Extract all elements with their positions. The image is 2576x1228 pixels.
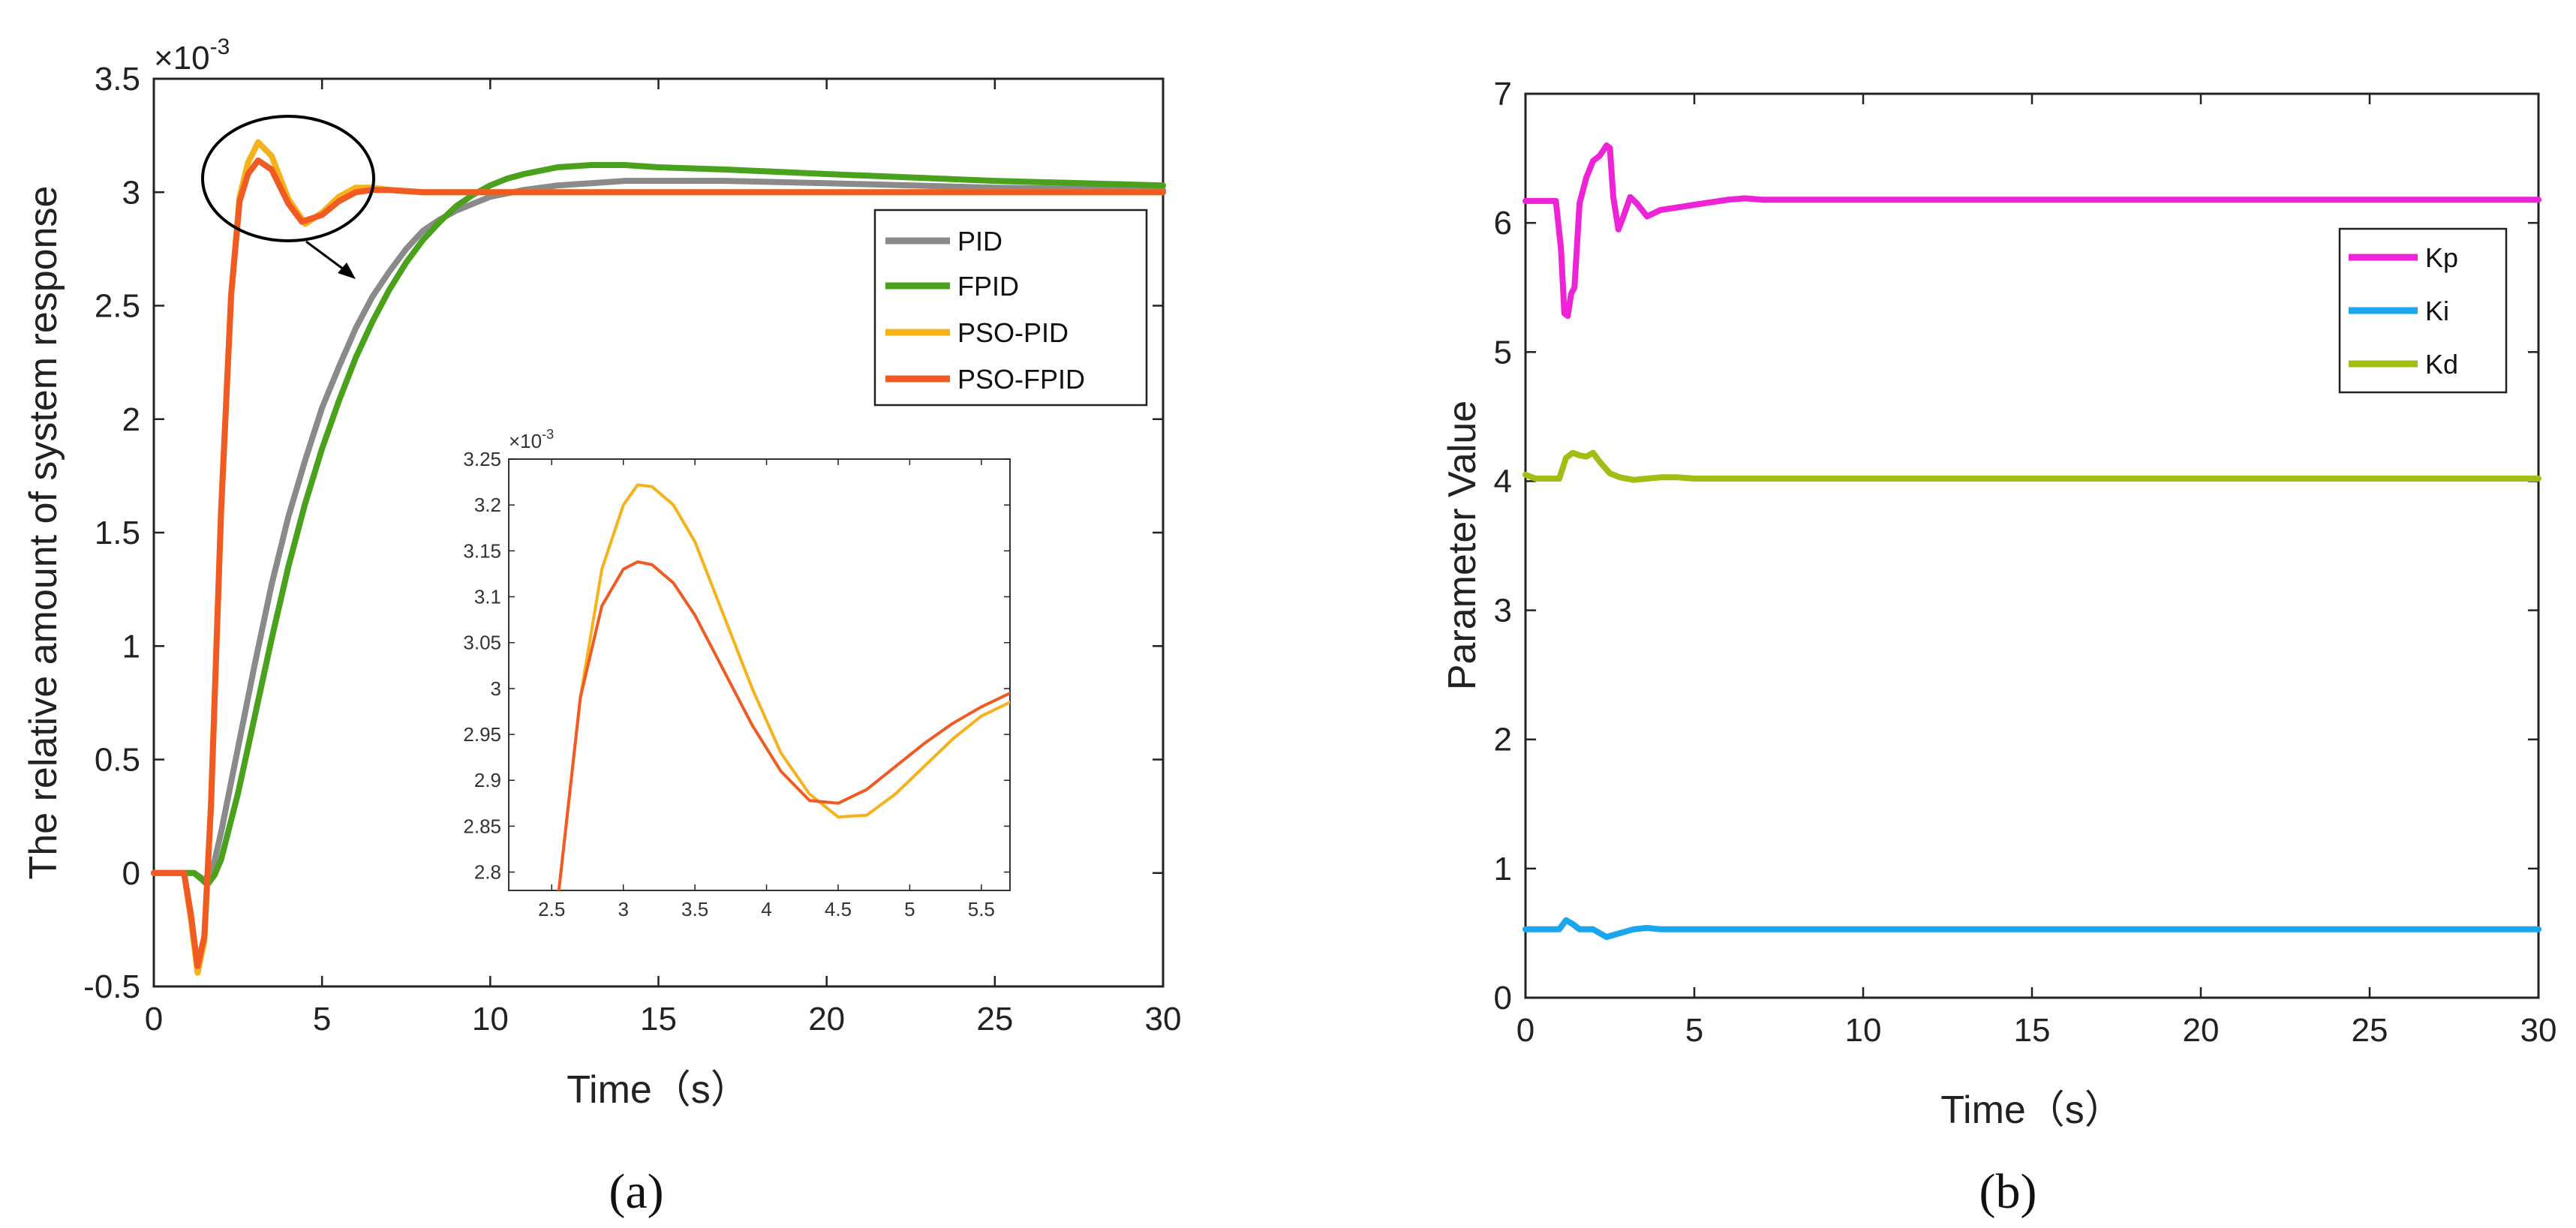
panel-b-xtick-label: 10 [1845, 1012, 1882, 1049]
legend-label-pso-pid: PSO-PID [957, 317, 1069, 348]
panel-a-ytick-label: -0.5 [83, 968, 140, 1005]
panel-a-xtick-label: 0 [145, 1001, 163, 1037]
panel-a-xtick-label: 10 [472, 1001, 509, 1037]
panel-b-ytick-label: 7 [1494, 76, 1512, 113]
panel-a-xtick-label: 5 [313, 1001, 331, 1037]
inset-xtick-label: 3 [618, 898, 628, 920]
panel-a-chart: 0 5 10 15 20 25 30-0.500.511.522.533.5 ×10-3 T… [22, 35, 1181, 1112]
panel-b-ytick-label: 5 [1494, 334, 1512, 371]
panel-b-xtick-label: 20 [2183, 1012, 2220, 1049]
panel-b-ytick-label: 2 [1494, 722, 1512, 758]
panel-a-xtick-label: 30 [1145, 1001, 1182, 1037]
zoom-callout-ellipse [201, 115, 375, 242]
panel-b-series-kd [1522, 449, 2541, 483]
inset-xtick-label: 4.5 [825, 898, 852, 920]
panel-a-x-axis-label: Time（s） [567, 1068, 750, 1112]
zoom-callout-arrow [305, 240, 347, 273]
inset-ytick-label: 3.15 [463, 539, 501, 562]
caption-a: (a) [609, 1164, 663, 1219]
panel-a-legend: PID FPID PSO-PID PSO-FPID [873, 209, 1148, 407]
panel-b-chart: 0 5 10 15 20 25 30 0 1 2 3 4 5 6 7 Time（s） Parameter V… [1441, 76, 2556, 1132]
inset-xtick-label: 5.5 [968, 898, 995, 920]
inset-series-pso-fpid [557, 560, 1010, 890]
panel-a-ytick-label: 0.5 [95, 742, 140, 779]
panel-a-y-multiplier: ×10-3 [154, 35, 230, 77]
panel-a-series-pso-fpid [151, 157, 1166, 969]
panel-b-xtick-label: 25 [2352, 1012, 2388, 1049]
panel-a-ytick-label: 2.5 [95, 288, 140, 325]
panel-b-ticks: 0 5 10 15 20 25 30 0 1 2 3 4 5 6 7 [1494, 76, 2557, 1049]
inset-ytick-label: 3.05 [463, 632, 501, 654]
legend-label-ki: Ki [2425, 296, 2449, 326]
panel-b-xtick-label: 15 [2014, 1012, 2051, 1049]
panel-a-ytick-label: 1 [122, 628, 140, 665]
inset-ytick-label: 2.8 [474, 861, 501, 884]
inset-xtick-label: 2.5 [538, 898, 565, 920]
inset-xtick-label: 4 [761, 898, 771, 920]
panel-b-y-axis-label: Parameter Value [1441, 401, 1484, 690]
panel-a-ticks: 0 5 10 15 20 25 30-0.500.511.522.533.5 [83, 61, 1181, 1037]
panel-b-ytick-label: 6 [1494, 205, 1512, 242]
panel-b-ytick-label: 4 [1494, 463, 1512, 500]
inset-ytick-label: 2.9 [474, 769, 501, 791]
panel-a-ytick-label: 0 [122, 855, 140, 892]
inset-ytick-label: 3.1 [474, 586, 501, 608]
panel-b-series-lines [1522, 142, 2541, 941]
panel-b-ytick-label: 3 [1494, 593, 1512, 629]
legend-label-pid: PID [957, 226, 1002, 257]
inset-ytick-label: 3.2 [474, 494, 501, 516]
legend-label-fpid: FPID [957, 271, 1019, 302]
legend-label-kp: Kp [2425, 242, 2458, 273]
inset-series-lines [557, 483, 1010, 890]
panel-a-xtick-label: 20 [808, 1001, 845, 1037]
panel-b-series-ki [1522, 917, 2541, 941]
inset-ytick-label: 2.85 [463, 815, 501, 837]
caption-b: (b) [1979, 1164, 2037, 1219]
panel-a-ytick-label: 2 [122, 401, 140, 438]
panel-a-series-pid [151, 178, 1166, 885]
panel-b-series-kp [1522, 142, 2541, 320]
panel-b-legend: Kp Ki Kd [2338, 227, 2508, 394]
legend-label-kd: Kd [2425, 349, 2458, 380]
panel-a-ytick-label: 3 [122, 174, 140, 211]
inset-ytick-label: 3.25 [463, 448, 501, 470]
panel-b-xtick-label: 30 [2520, 1012, 2557, 1049]
panel-a-series-lines [151, 139, 1166, 976]
zoom-callout-arrowhead [338, 263, 356, 279]
panel-b-x-axis-label: Time（s） [1940, 1088, 2124, 1132]
panel-b-xtick-label: 0 [1516, 1012, 1534, 1049]
panel-b-ytick-label: 1 [1494, 851, 1512, 887]
inset-y-multiplier: ×10-3 [509, 427, 554, 452]
inset-ytick-label: 2.95 [463, 723, 501, 746]
inset-ytick-label: 3 [491, 677, 501, 700]
panel-a-xtick-label: 15 [640, 1001, 677, 1037]
panel-a-ytick-label: 1.5 [95, 515, 140, 551]
inset-axes-frame [508, 458, 1011, 891]
panel-a-y-axis-label: The relative amount of system response [22, 186, 65, 880]
panel-a-xtick-label: 25 [976, 1001, 1013, 1037]
panel-b-xtick-label: 5 [1685, 1012, 1703, 1049]
inset-xtick-label: 5 [904, 898, 915, 920]
panel-b-ytick-label: 0 [1494, 980, 1512, 1016]
panel-a-ytick-label: 3.5 [95, 61, 140, 98]
inset-series-pso-pid [557, 483, 1010, 890]
legend-label-pso-fpid: PSO-FPID [957, 364, 1085, 395]
panel-a-series-fpid [151, 162, 1166, 887]
inset-ticks: 2.5 3 3.5 4 4.5 5 5.5 2.8 2.85 2.9 2.95 3 3.05 3.1 3.1… [463, 448, 1010, 920]
panel-a-inset-chart: 2.5 3 3.5 4 4.5 5 5.5 2.8 2.85 2.9 2.95 3 3.05 3.1 3.1… [463, 427, 1011, 920]
inset-xtick-label: 3.5 [681, 898, 708, 920]
